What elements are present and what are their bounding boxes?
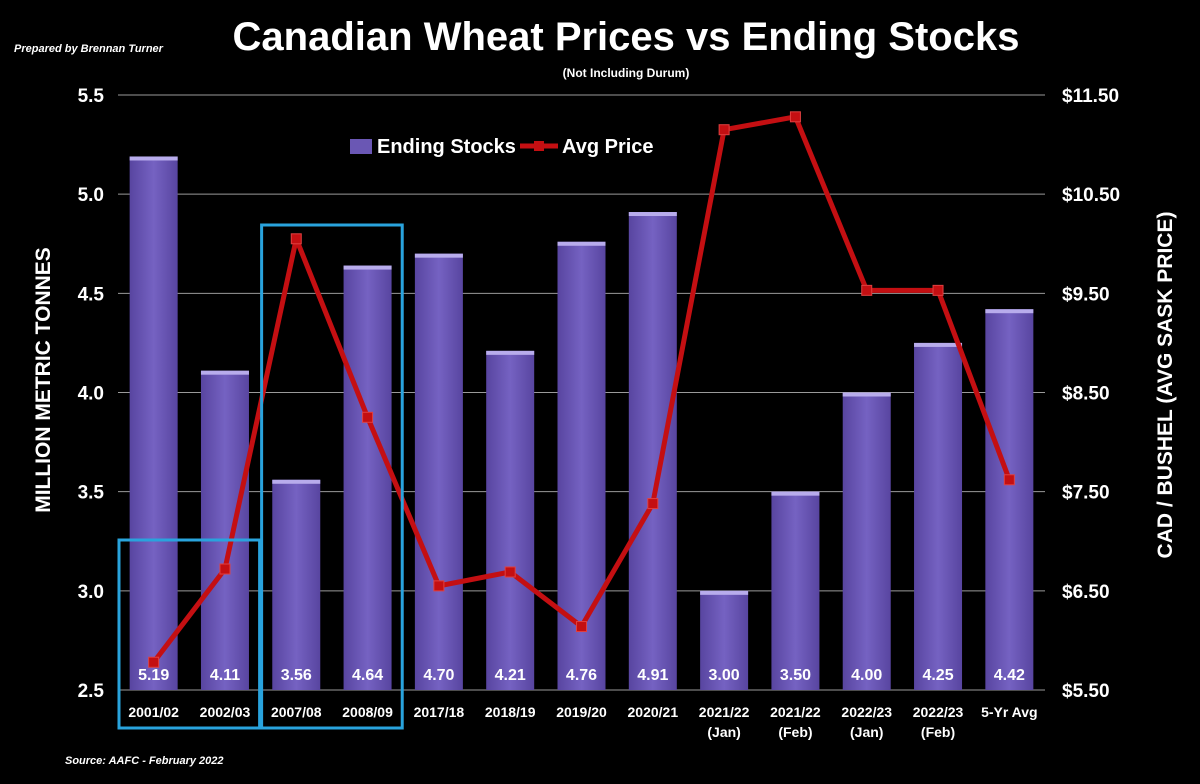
legend-swatch-ending-stocks — [350, 139, 372, 154]
bar-value-label: 3.50 — [780, 667, 811, 684]
chart-title: Canadian Wheat Prices vs Ending Stocks — [233, 15, 1020, 59]
bar-top — [129, 156, 178, 161]
price-point — [789, 111, 801, 123]
bar — [914, 342, 963, 690]
x-tick-label: 2019/20 — [556, 704, 607, 720]
bar-top — [842, 392, 891, 397]
legend-marker-avg-price — [534, 141, 544, 151]
price-point — [504, 566, 516, 578]
price-point — [148, 656, 160, 668]
source-text: Source: AAFC - February 2022 — [65, 755, 224, 767]
credit-text: Prepared by Brennan Turner — [14, 43, 164, 55]
x-tick-label: 2021/22 — [770, 704, 821, 720]
y2-tick-label: $10.50 — [1062, 185, 1120, 206]
x-tick-label: 2001/02 — [128, 704, 179, 720]
highlight-box — [260, 223, 404, 730]
bar-value-label: 4.00 — [851, 667, 882, 684]
x-tick-label: 2008/09 — [342, 704, 393, 720]
y2-tick-label: $8.50 — [1062, 384, 1110, 405]
highlight-box — [117, 538, 262, 730]
y-tick-label: 5.0 — [78, 185, 104, 206]
bar-top — [414, 253, 463, 258]
y-tick-label: 2.5 — [78, 681, 105, 702]
bar-top — [200, 370, 249, 375]
x-tick-label: 2007/08 — [271, 704, 322, 720]
bar — [129, 156, 178, 690]
bar-top — [272, 479, 321, 484]
bar — [200, 370, 249, 690]
y2-tick-label: $5.50 — [1062, 681, 1110, 702]
bar — [343, 265, 392, 690]
x-tick-label: 2020/21 — [628, 704, 679, 720]
y2-tick-label: $6.50 — [1062, 582, 1110, 603]
bar-top — [486, 350, 535, 355]
y-tick-label: 3.5 — [78, 483, 105, 504]
bar-top — [557, 241, 606, 246]
price-point — [433, 580, 445, 592]
y-tick-label: 4.5 — [78, 284, 105, 305]
x-tick-label: 2022/23 — [841, 704, 892, 720]
price-point — [576, 621, 587, 633]
y2-tick-label: $7.50 — [1062, 483, 1110, 504]
bar-top — [700, 590, 749, 595]
price-point — [861, 284, 873, 296]
y-tick-label: 4.0 — [78, 384, 104, 405]
y-tick-label: 3.0 — [78, 582, 104, 603]
price-point — [290, 233, 302, 245]
y-axis-label: MILLION METRIC TONNES — [32, 247, 55, 513]
y2-axis-label: CAD / BUSHEL (AVG SASK PRICE) — [1154, 212, 1177, 559]
price-point — [932, 284, 944, 296]
bar-value-label: 4.64 — [352, 667, 383, 684]
bar — [985, 309, 1034, 690]
bar-top — [914, 342, 963, 347]
x-tick-label: (Jan) — [850, 724, 883, 740]
bar-value-label: 4.76 — [566, 667, 597, 684]
bar — [842, 392, 891, 690]
y-tick-label: 5.5 — [78, 86, 105, 107]
x-tick-label: 2018/19 — [485, 704, 536, 720]
bar-value-label: 4.21 — [495, 667, 526, 684]
price-point — [1003, 474, 1015, 486]
bar-value-label: 3.56 — [281, 667, 312, 684]
bar-top — [628, 212, 677, 217]
bar-value-label: 4.70 — [423, 667, 454, 684]
bar — [700, 590, 749, 690]
bar — [628, 212, 677, 690]
bar — [771, 491, 820, 690]
legend-label-avg-price: Avg Price — [562, 136, 654, 158]
x-tick-label: 2021/22 — [699, 704, 750, 720]
bar-top — [985, 309, 1034, 314]
x-tick-label: (Feb) — [921, 724, 955, 740]
bar-value-label: 4.11 — [210, 667, 240, 684]
bar — [272, 479, 321, 690]
x-tick-label: 2017/18 — [414, 704, 465, 720]
bar-value-label: 4.42 — [994, 667, 1025, 684]
bar — [414, 253, 463, 690]
price-point — [718, 124, 730, 136]
bar-top — [343, 265, 392, 270]
bar-top — [771, 491, 820, 496]
chart-subtitle: (Not Including Durum) — [563, 66, 690, 80]
bar-value-label: 5.19 — [138, 667, 169, 684]
x-tick-label: 2002/03 — [200, 704, 251, 720]
x-tick-label: (Jan) — [707, 724, 740, 740]
x-tick-label: 2022/23 — [913, 704, 964, 720]
x-tick-label: 5-Yr Avg — [981, 704, 1038, 720]
bar-value-label: 4.91 — [637, 667, 668, 684]
bar-value-label: 3.00 — [709, 667, 740, 684]
bar-value-label: 4.25 — [922, 667, 953, 684]
price-point — [362, 411, 374, 423]
legend-label-ending-stocks: Ending Stocks — [377, 136, 516, 158]
y2-tick-label: $11.50 — [1062, 86, 1119, 107]
bar — [486, 350, 535, 690]
x-tick-label: (Feb) — [778, 724, 812, 740]
y2-tick-label: $9.50 — [1062, 284, 1110, 305]
price-point — [647, 498, 659, 510]
price-point — [219, 563, 231, 575]
